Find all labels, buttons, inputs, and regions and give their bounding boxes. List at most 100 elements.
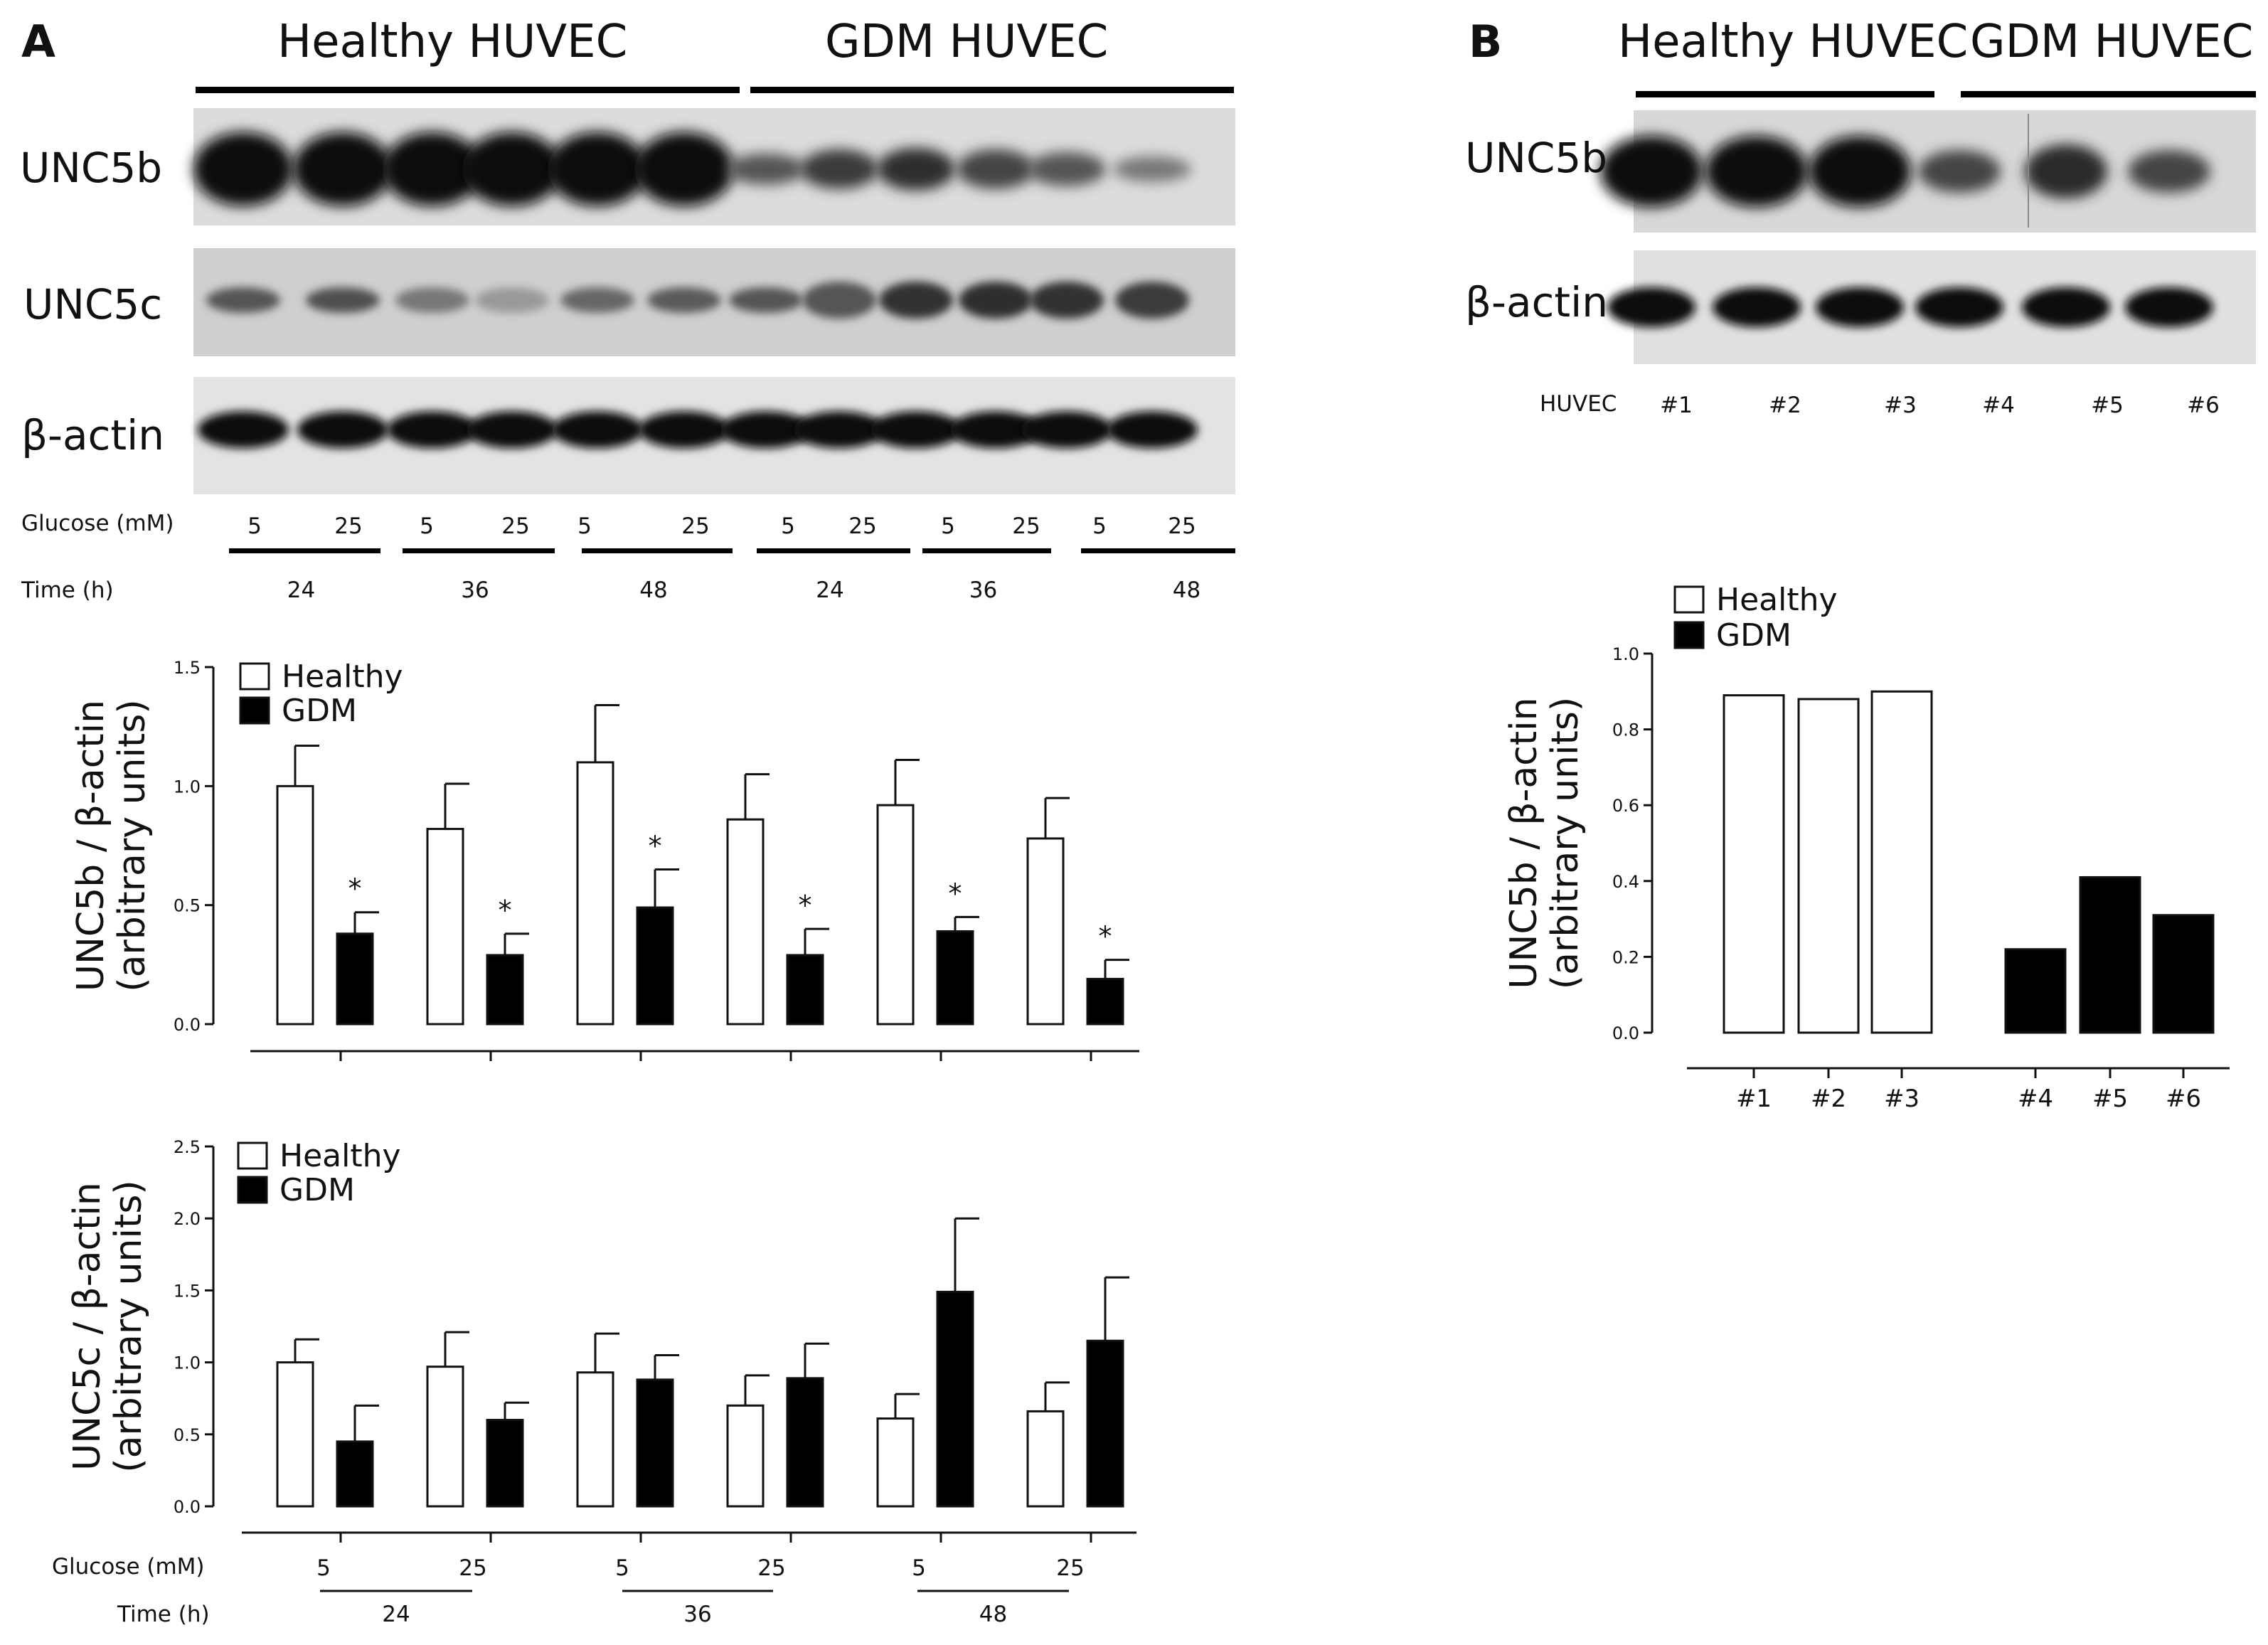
bar-healthy bbox=[576, 761, 614, 1026]
bar-healthy bbox=[726, 1404, 765, 1508]
y-axis-label: UNC5c / β-actin bbox=[66, 1182, 109, 1471]
blot-label-beta-actin: β-actin bbox=[21, 411, 164, 459]
bar-gdm bbox=[486, 1419, 524, 1508]
huvec-sample-label: HUVEC bbox=[1540, 391, 1617, 417]
time-tick-chart: 24 bbox=[382, 1602, 410, 1627]
glucose-label-blot: Glucose (mM) bbox=[21, 511, 174, 536]
blot-beta-actin-b-band bbox=[1915, 287, 2003, 327]
legend-swatch-gdm bbox=[239, 696, 270, 725]
blot-unc5b-b bbox=[1600, 110, 2256, 233]
panel-a-healthy-label: Healthy HUVEC bbox=[277, 16, 627, 68]
bar-gdm bbox=[1086, 1339, 1124, 1508]
x-category-label: #3 bbox=[1884, 1085, 1920, 1113]
glucose-tick-chart: 25 bbox=[1056, 1555, 1084, 1581]
glucose-label-chart: Glucose (mM) bbox=[52, 1554, 205, 1580]
x-category-label: #4 bbox=[2018, 1085, 2053, 1113]
bar-healthy bbox=[876, 1417, 915, 1508]
blot-unc5c-band bbox=[729, 287, 803, 313]
bar-gdm bbox=[936, 1290, 974, 1508]
significance-star: * bbox=[348, 873, 362, 905]
blot-beta-actin-a-band bbox=[198, 411, 289, 449]
legend-label-gdm: GDM bbox=[1716, 617, 1791, 654]
glucose-tick-chart: 5 bbox=[316, 1555, 331, 1581]
blot-beta-actin-a-band bbox=[720, 411, 811, 449]
huvec-sample-id: #2 bbox=[1769, 393, 1801, 418]
time-label-chart: Time (h) bbox=[117, 1602, 210, 1627]
x-category-label: #6 bbox=[2166, 1085, 2201, 1113]
bar-gdm bbox=[1086, 977, 1124, 1026]
y-axis-label-units: (arbitrary units) bbox=[111, 699, 154, 991]
glucose-tick-chart: 25 bbox=[459, 1555, 486, 1581]
y-tick-label: 1.5 bbox=[174, 658, 201, 678]
y-tick-label: 2.5 bbox=[174, 1137, 201, 1157]
blot-unc5b-band bbox=[1028, 151, 1106, 186]
y-axis-label-units: (arbitrary units) bbox=[1544, 697, 1587, 989]
bar-gdm bbox=[486, 954, 524, 1026]
blot-unc5c bbox=[193, 248, 1235, 356]
chart-unc5c-panel-a: 0.0 0.5 1.0 1.5 2.0 2.5 UNC5c / β-actin(arbitr… bbox=[52, 1137, 1136, 1627]
chart-unc5b-panel-b: 0.0 0.2 0.4 0.6 0.8 1.0 UNC5b / β-actin(arbitr… bbox=[1503, 582, 2230, 1113]
blot-unc5b-b-band bbox=[1600, 136, 1703, 207]
time-group-line-blot bbox=[229, 548, 380, 553]
glucose-value-blot: 25 bbox=[334, 513, 362, 539]
huvec-sample-id: #5 bbox=[2091, 393, 2124, 418]
glucose-value-blot: 25 bbox=[1012, 513, 1040, 539]
bar-healthy bbox=[1026, 837, 1065, 1026]
blot-beta-actin-a bbox=[193, 377, 1235, 494]
panel-b-gdm-line bbox=[1961, 91, 2256, 97]
time-group-line-blot bbox=[403, 548, 555, 553]
legend-swatch-gdm bbox=[1673, 621, 1705, 649]
bar-healthy bbox=[876, 804, 915, 1026]
time-value-blot: 24 bbox=[287, 577, 315, 603]
bar-gdm bbox=[2152, 914, 2215, 1034]
y-axis-label-units: (arbitrary units) bbox=[107, 1180, 150, 1472]
time-value-blot: 36 bbox=[969, 577, 997, 603]
legend-label-healthy: Healthy bbox=[282, 659, 403, 695]
blot-beta-actin-b-band bbox=[2022, 287, 2110, 327]
x-category-label: #1 bbox=[1736, 1085, 1772, 1113]
bar-gdm bbox=[2004, 948, 2067, 1034]
glucose-value-blot: 25 bbox=[1168, 513, 1196, 539]
y-tick-label: 0.0 bbox=[174, 1497, 201, 1517]
bar-gdm bbox=[636, 1378, 674, 1508]
glucose-value-blot: 25 bbox=[501, 513, 529, 539]
blot-unc5b-b-band bbox=[2025, 144, 2107, 198]
blot-unc5c-band bbox=[475, 287, 549, 313]
y-tick-label: 1.0 bbox=[1612, 644, 1639, 664]
panel-b-sample-ids: #1 #2 #3 #4 #5 #6 bbox=[1660, 393, 2220, 418]
bar-gdm bbox=[936, 930, 974, 1026]
panel-a-blot-axis: 5 25 5 25 5 25 5 25 5 25 5 25 24 36 48 24 36 48 bbox=[229, 513, 1235, 603]
significance-star: * bbox=[499, 895, 512, 926]
panel-a-healthy-line bbox=[196, 87, 740, 93]
blot-unc5b-band bbox=[193, 132, 293, 206]
blot-unc5b-band bbox=[957, 149, 1035, 189]
significance-star: * bbox=[1099, 921, 1112, 952]
bar-healthy bbox=[276, 1361, 314, 1508]
time-value-blot: 24 bbox=[816, 577, 843, 603]
bar-healthy bbox=[1870, 690, 1933, 1034]
y-tick-label: 0.0 bbox=[174, 1015, 201, 1035]
time-value-blot: 36 bbox=[461, 577, 489, 603]
bar-healthy bbox=[1723, 694, 1785, 1034]
panel-b-healthy-label: Healthy HUVEC bbox=[1618, 16, 1968, 68]
bar-gdm bbox=[2079, 875, 2141, 1034]
legend-label-gdm: GDM bbox=[282, 693, 357, 729]
panel-a-gdm-line bbox=[750, 87, 1234, 93]
bar-healthy bbox=[276, 784, 314, 1026]
blot-beta-actin-a-band bbox=[794, 411, 885, 449]
blot-unc5c-band bbox=[1030, 281, 1104, 319]
panel-b-blots bbox=[1600, 110, 2256, 364]
y-tick-label: 1.0 bbox=[174, 777, 201, 797]
glucose-tick-chart: 5 bbox=[912, 1555, 926, 1581]
y-tick-label: 1.0 bbox=[174, 1353, 201, 1373]
blot-beta-actin-a-band bbox=[387, 411, 478, 449]
bar-gdm bbox=[336, 932, 374, 1026]
y-tick-label: 0.4 bbox=[1612, 872, 1639, 892]
huvec-sample-id: #3 bbox=[1884, 393, 1917, 418]
panel-b-healthy-line bbox=[1636, 91, 1934, 97]
legend-label-healthy: Healthy bbox=[1716, 582, 1838, 618]
blot-unc5b-band bbox=[462, 132, 562, 206]
blot-b-label-beta-actin: β-actin bbox=[1465, 278, 1608, 326]
blot-beta-actin-a-band bbox=[297, 411, 388, 449]
